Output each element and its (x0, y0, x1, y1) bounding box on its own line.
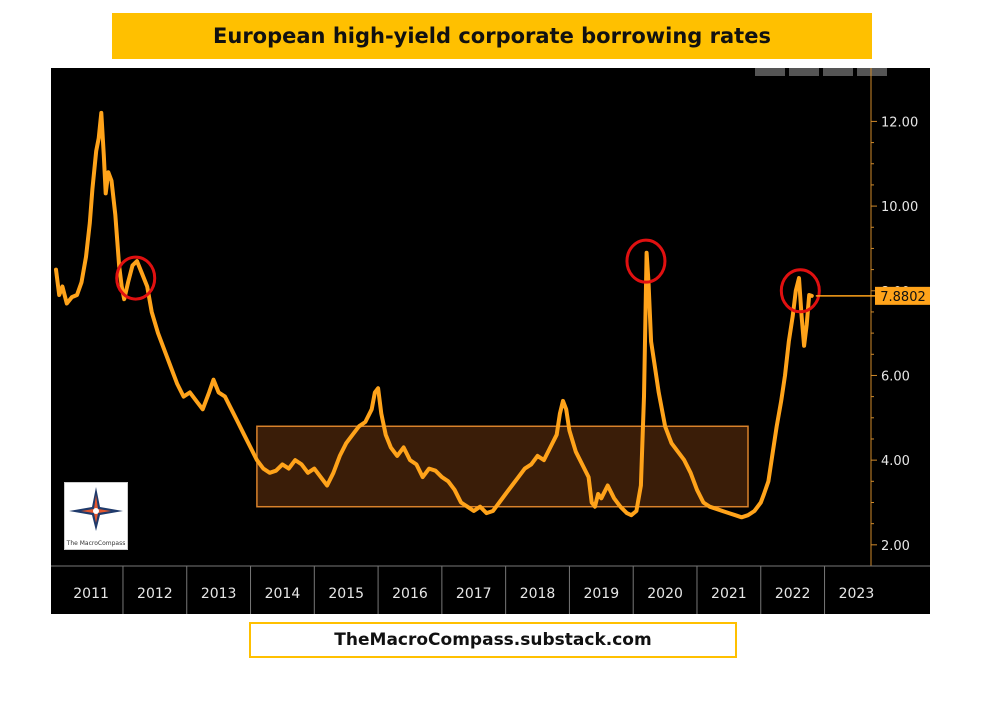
y-tick-label: 12.00 (881, 115, 918, 130)
chart-controls (755, 68, 887, 76)
x-tick-label: 2020 (647, 586, 683, 602)
compass-star-icon (69, 487, 123, 531)
x-axis: 2011 2012 2013 2014 2015 2016 2017 2018 2019 2020… (51, 565, 930, 614)
x-tick-label: 2022 (775, 586, 811, 602)
series-line (54, 110, 814, 520)
brand-logo: The MacroCompass (64, 482, 128, 550)
x-tick-label: 2016 (392, 586, 428, 602)
y-tick-label: 6.00 (881, 369, 910, 384)
x-tick-label: 2015 (328, 586, 364, 602)
y-tick-label: 2.00 (881, 539, 910, 554)
footer-link[interactable]: TheMacroCompass.substack.com (334, 630, 652, 650)
x-tick-label: 2013 (201, 586, 237, 602)
chart-title-banner: European high-yield corporate borrowing … (112, 13, 872, 59)
x-tick-label: 2011 (73, 586, 109, 602)
x-tick-label: 2021 (711, 586, 747, 602)
x-tick-label: 2023 (839, 586, 875, 602)
last-value-badge (875, 286, 930, 305)
highlight-circle-1 (625, 238, 667, 284)
range-box (256, 425, 749, 508)
chart-control-collapse-icon (857, 68, 887, 76)
last-value-label: 7.8802 (880, 290, 926, 305)
highlight-circle-2 (779, 268, 821, 314)
highlight-circle-0 (115, 255, 157, 301)
footer-source: TheMacroCompass.substack.com (249, 622, 737, 658)
x-tick-label: 2017 (456, 586, 492, 602)
x-tick-label: 2014 (265, 586, 301, 602)
x-tick-label: 2019 (583, 586, 619, 602)
chart-control-resize-icon (789, 68, 819, 76)
chart-control-dropdown-icon (755, 68, 785, 76)
last-value-marker: 7.8802 (815, 286, 930, 305)
x-tick-label: 2018 (520, 586, 556, 602)
x-tick-label: 2012 (137, 586, 173, 602)
y-tick-label: 10.00 (881, 200, 918, 215)
y-tick-label: 4.00 (881, 454, 910, 469)
chart-control-menu-icon (823, 68, 853, 76)
logo-caption: The MacroCompass (66, 540, 126, 547)
chart-title: European high-yield corporate borrowing … (213, 24, 771, 48)
highlight-circles (115, 238, 821, 314)
